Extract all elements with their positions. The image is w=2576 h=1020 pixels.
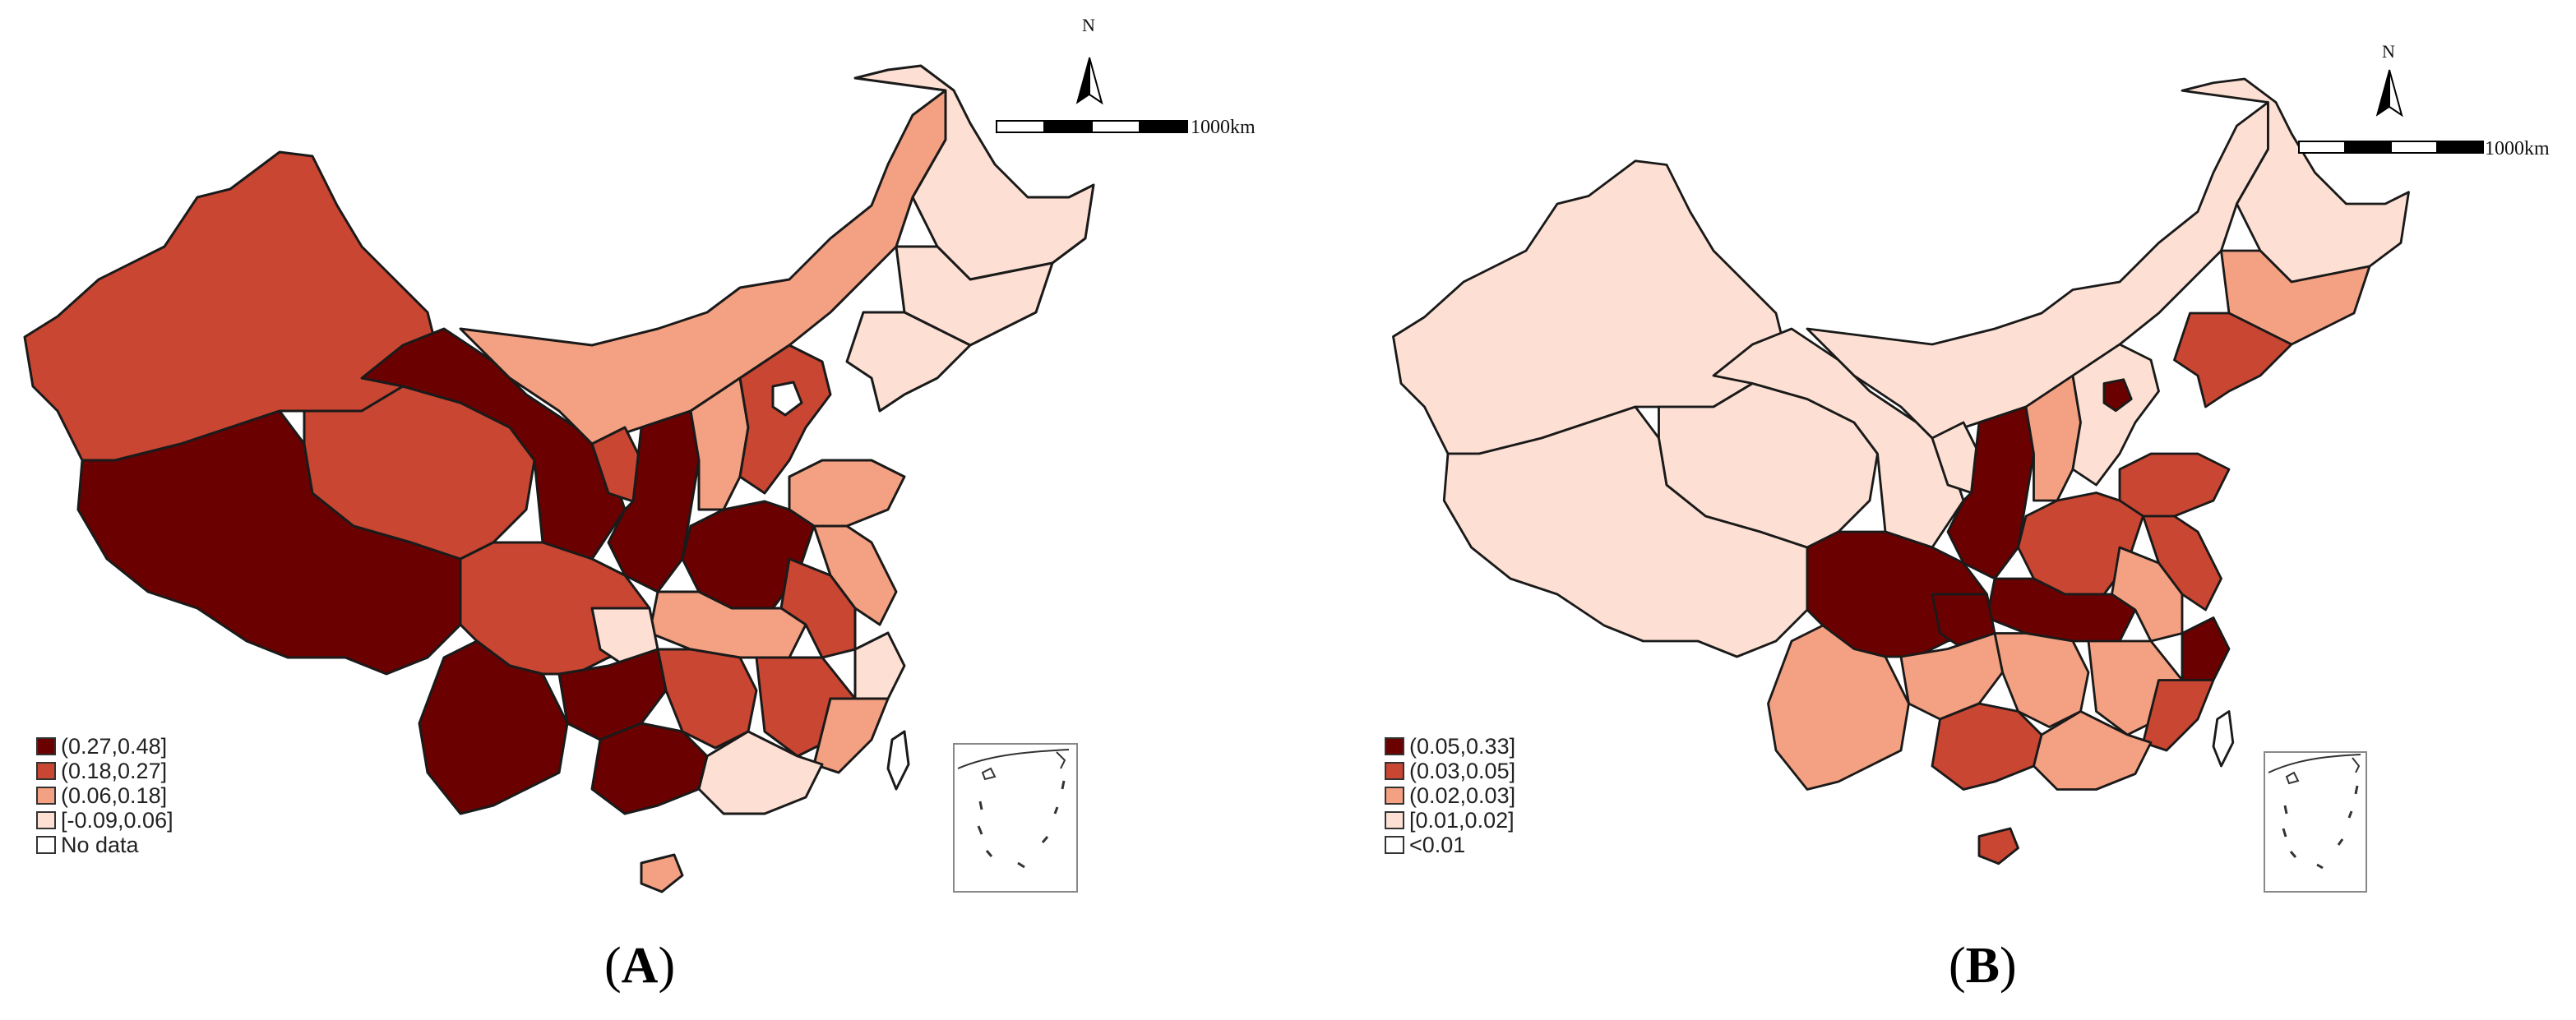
legend-label: (0.18,0.27] (61, 759, 168, 783)
region-taiwan (886, 730, 910, 791)
legend-label: (0.06,0.18] (61, 783, 168, 808)
north-arrow-icon: N (1075, 15, 1103, 105)
legend-swatch (1385, 737, 1404, 755)
region-beijing (2102, 378, 2133, 413)
north-label-a: N (1082, 15, 1095, 35)
legend-swatch (36, 836, 56, 854)
region-heilongjiang (853, 64, 1095, 281)
region-guangxi (1931, 702, 2043, 791)
legend-swatch (1385, 762, 1404, 780)
legend-label: [0.01,0.02] (1409, 808, 1515, 833)
legend-item: [0.01,0.02] (1385, 808, 1515, 833)
region-liaoning (845, 311, 972, 413)
region-shandong (2118, 452, 2231, 518)
panel-caption-b: (B) (1949, 937, 2017, 995)
legend-b: (0.05,0.33] (0.03,0.05] (0.02,0.03] [0.0… (1385, 734, 1515, 857)
region-zhejiang (2181, 616, 2231, 681)
region-inner-mongolia (459, 89, 947, 445)
region-zhejiang (853, 631, 906, 700)
legend-a: (0.27,0.48] (0.18,0.27] (0.06,0.18] [-0.… (36, 734, 173, 857)
legend-swatch (36, 811, 56, 829)
legend-item: No data (36, 833, 173, 857)
scale-label-b: 1000km (2485, 138, 2550, 159)
legend-item: (0.27,0.48] (36, 734, 173, 759)
scale-label-a: 1000km (1191, 117, 1256, 138)
legend-swatch (36, 787, 56, 805)
region-hebei (738, 344, 832, 495)
legend-label: No data (61, 833, 139, 857)
region-fujian (2142, 679, 2215, 752)
region-beijing (771, 381, 803, 417)
caption-letter: B (1965, 938, 2000, 994)
region-inner-mongolia (1806, 101, 2269, 440)
region-hebei (2071, 343, 2160, 487)
scale-bar-b: 1000km (2298, 138, 2550, 159)
south-china-sea-inset-a (953, 743, 1078, 893)
legend-item: (0.02,0.03] (1385, 783, 1515, 808)
map-panel-a: N 1000km (0.27,0.48] (23, 15, 1256, 995)
region-hubei (1986, 577, 2137, 643)
region-heilongjiang (2181, 77, 2410, 284)
legend-item: (0.18,0.27] (36, 759, 173, 783)
region-guangdong (697, 730, 824, 815)
legend-item: [-0.09,0.06] (36, 808, 173, 833)
legend-swatch (1385, 811, 1404, 829)
region-fujian (812, 697, 890, 774)
region-liaoning (2173, 312, 2293, 408)
region-guangxi (590, 722, 709, 815)
region-guizhou (1899, 632, 2004, 721)
legend-label: (0.05,0.33] (1409, 734, 1516, 759)
scale-bar-a: 1000km (996, 117, 1256, 138)
caption-close: ) (658, 938, 676, 994)
legend-swatch (36, 762, 56, 780)
china-choropleth-map-a: N 1000km (23, 15, 1256, 893)
region-guizhou (557, 648, 668, 741)
legend-swatch (36, 737, 56, 755)
region-hainan (640, 853, 684, 893)
caption-open: ( (604, 938, 622, 994)
north-label-b: N (2382, 41, 2395, 62)
region-taiwan (2212, 710, 2235, 768)
china-choropleth-map-b: N 1000km (1392, 41, 2550, 893)
region-guangdong (2033, 710, 2153, 791)
legend-label: (0.03,0.05] (1409, 759, 1516, 783)
south-china-sea-inset-b (2264, 751, 2367, 893)
caption-letter: A (621, 938, 659, 994)
map-panel-b: N 1000km (0.05,0.33] (1288, 0, 2576, 1020)
legend-label: <0.01 (1409, 833, 1466, 857)
legend-item: <0.01 (1385, 833, 1515, 857)
region-shandong (788, 459, 906, 528)
region-hainan (1977, 827, 2019, 865)
region-yunnan (418, 639, 569, 815)
legend-item: (0.06,0.18] (36, 783, 173, 808)
caption-close: ) (2000, 938, 2017, 994)
panel-caption-a: (A) (604, 937, 675, 995)
north-arrow-icon: N (2375, 41, 2403, 118)
legend-item: (0.03,0.05] (1385, 759, 1515, 783)
legend-label: (0.27,0.48] (61, 734, 168, 759)
legend-label: [-0.09,0.06] (61, 808, 173, 833)
caption-open: ( (1949, 938, 1966, 994)
region-hubei (648, 590, 807, 659)
legend-label: (0.02,0.03] (1409, 783, 1516, 808)
region-yunnan (1767, 624, 1910, 791)
legend-swatch (1385, 836, 1404, 854)
legend-swatch (1385, 787, 1404, 805)
legend-item: (0.05,0.33] (1385, 734, 1515, 759)
